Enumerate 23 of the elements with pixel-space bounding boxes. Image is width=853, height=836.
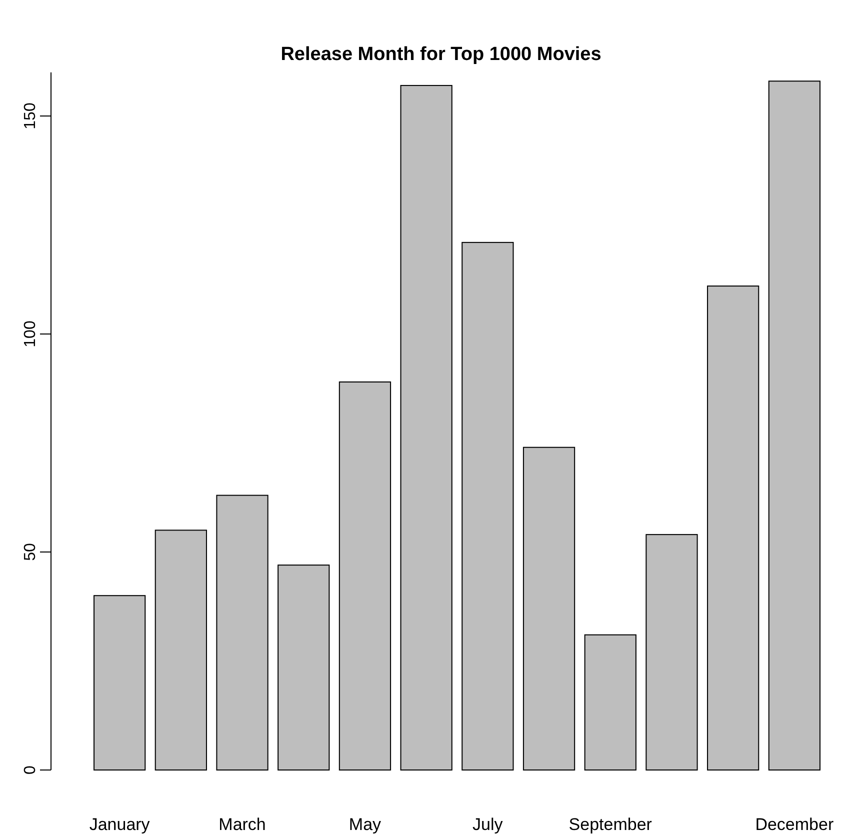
bar [216, 494, 268, 770]
bar [278, 564, 330, 770]
x-tick-label: January [89, 815, 150, 834]
bar [768, 80, 820, 770]
x-tick-label: May [348, 815, 382, 834]
y-tick-label: 50 [22, 543, 39, 561]
y-tick-label: 150 [22, 102, 39, 130]
y-tick-label: 0 [22, 765, 39, 774]
x-tick-label: July [472, 815, 504, 834]
y-tick-label: 100 [22, 320, 39, 348]
x-tick-label: December [755, 815, 834, 834]
bar [646, 534, 698, 770]
x-tick-label: March [218, 815, 266, 834]
bar [400, 84, 452, 770]
bar [154, 530, 207, 770]
x-tick-label: September [568, 815, 652, 834]
bar [707, 286, 760, 770]
bar [462, 242, 514, 770]
bar [584, 634, 636, 770]
bar [522, 446, 576, 770]
bar [94, 595, 146, 770]
chart-title: Release Month for Top 1000 Movies [280, 44, 602, 65]
bar [338, 381, 392, 770]
